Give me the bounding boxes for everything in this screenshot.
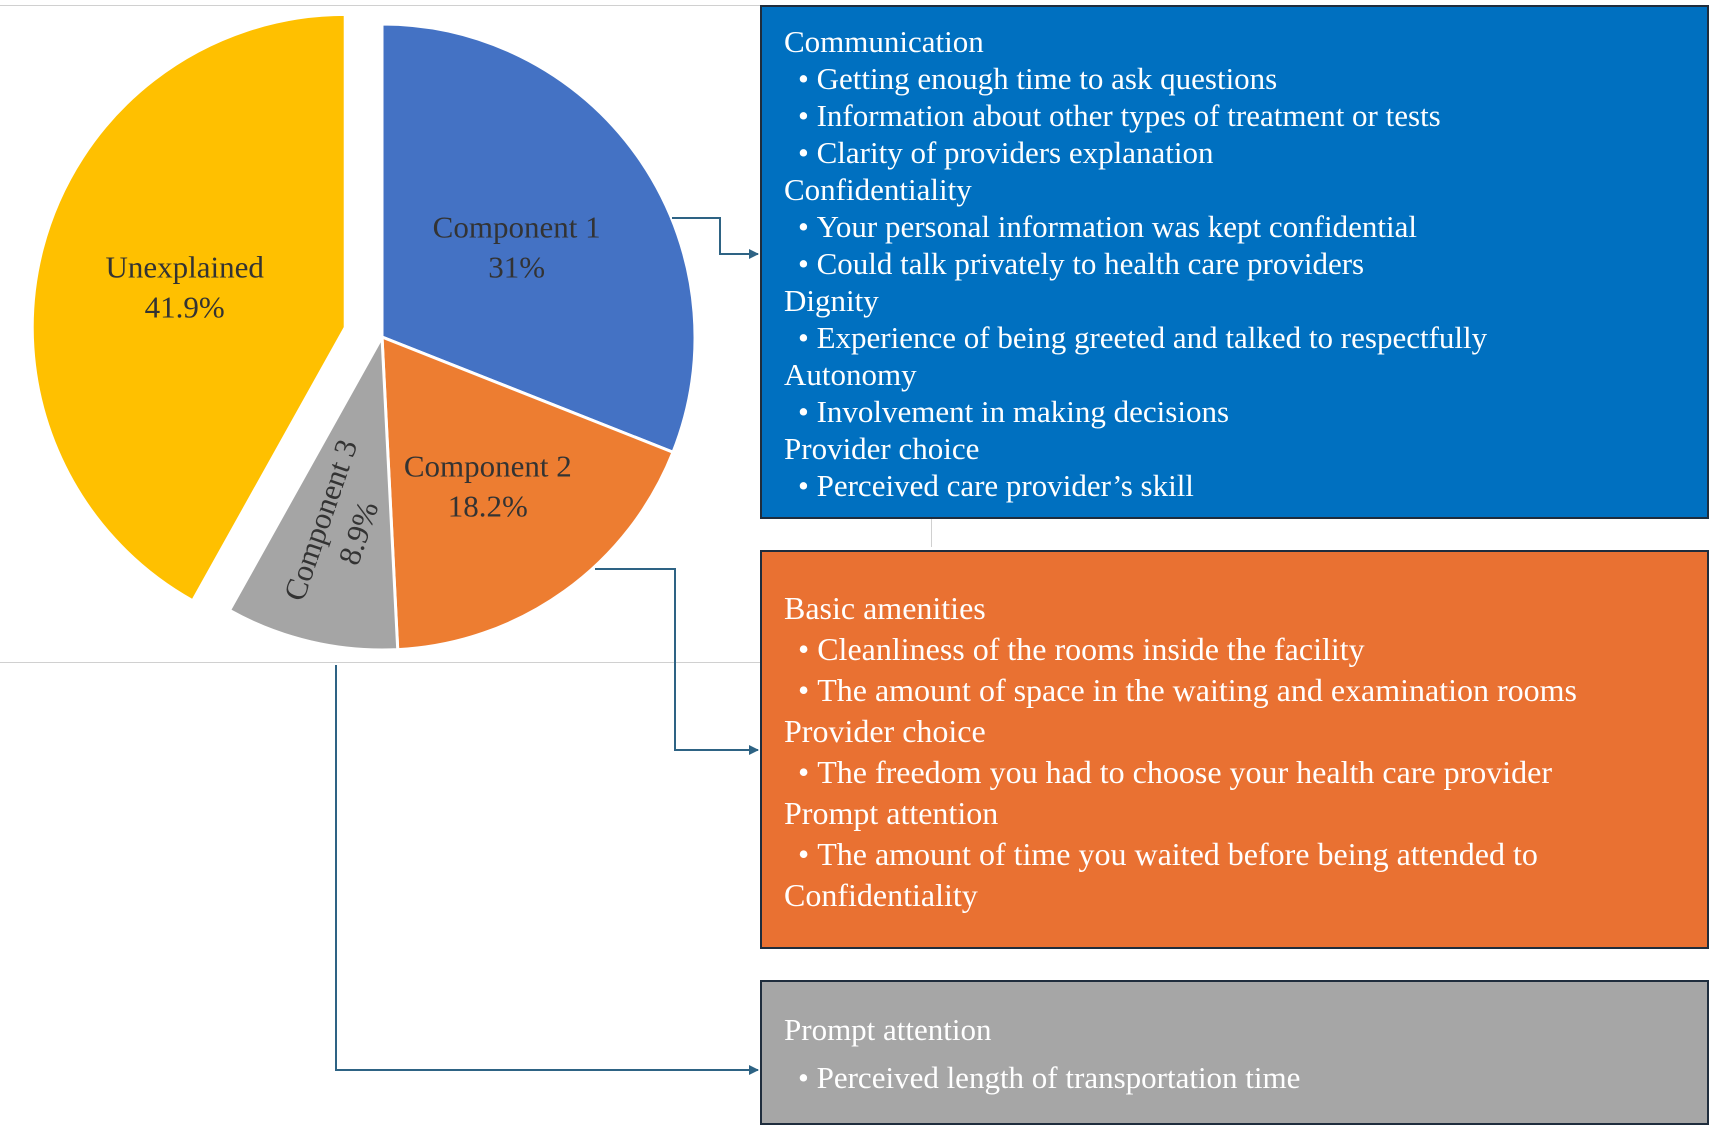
box-heading: Basic amenities (784, 590, 986, 626)
box-heading: Dignity (784, 283, 879, 318)
box-bullet-item: Your personal information was kept confi… (784, 208, 1685, 245)
box-bullet-item: Getting enough time to ask questions (784, 60, 1685, 97)
box-bullet-item: Experience of being greeted and talked t… (784, 319, 1685, 356)
box-heading: Provider choice (784, 713, 986, 749)
connector-arrow-2 (595, 568, 759, 755)
box-bullet-item: Clarity of providers explanation (784, 134, 1685, 171)
pie-slice-component-3 (227, 331, 400, 652)
slice-category-label: Component 1 (433, 210, 601, 245)
box-heading: Confidentiality (784, 172, 972, 207)
slice-label-group: Unexplained 41.9% (105, 250, 264, 325)
pie-slice-component-1 (380, 22, 697, 455)
pie-slice-unexplained (30, 12, 347, 603)
box-heading: Communication (784, 24, 984, 59)
connectors (335, 217, 759, 1075)
pie-slices (30, 12, 697, 652)
slice-category-label: Component 2 (404, 449, 572, 484)
slice-label-group: Component 1 31% (433, 210, 601, 285)
connector-arrow-3 (335, 665, 759, 1075)
box-bullet-item: The amount of time you waited before bei… (784, 834, 1685, 875)
slice-value-label: 41.9% (145, 290, 225, 325)
box-bullet-item: Could talk privately to health care prov… (784, 245, 1685, 282)
box-bullet-item: Perceived length of transportation time (784, 1054, 1685, 1102)
component-3-box: Prompt attention Perceived length of tran… (760, 980, 1709, 1125)
box-heading: Prompt attention (784, 1012, 992, 1047)
guide-line-middle (0, 662, 760, 663)
pie-slice-component-2 (380, 334, 675, 652)
box-bullet-item: The freedom you had to choose your healt… (784, 752, 1685, 793)
guide-line-vertical (931, 515, 932, 547)
box-heading: Confidentiality (784, 877, 978, 913)
box-bullet-item: Perceived care provider’s skill (784, 467, 1685, 504)
box-heading: Provider choice (784, 431, 980, 466)
slice-category-label: Unexplained (105, 250, 264, 285)
box-bullet-item: Involvement in making decisions (784, 393, 1685, 430)
component-2-box: Basic amenitiesCleanliness of the rooms … (760, 550, 1709, 949)
box-bullet-item: Cleanliness of the rooms inside the faci… (784, 629, 1685, 670)
slice-label-group: Component 2 18.2% (404, 449, 572, 524)
box-heading: Prompt attention (784, 795, 999, 831)
box-bullet-item: The amount of space in the waiting and e… (784, 670, 1685, 711)
component-1-box: CommunicationGetting enough time to ask … (760, 5, 1709, 519)
slice-value-label: 18.2% (448, 489, 528, 524)
guide-line-top (0, 5, 760, 6)
connector-arrow-1 (672, 217, 759, 259)
box-bullet-item: Information about other types of treatme… (784, 97, 1685, 134)
box-heading: Autonomy (784, 357, 917, 392)
slice-value-label: 31% (488, 250, 545, 285)
